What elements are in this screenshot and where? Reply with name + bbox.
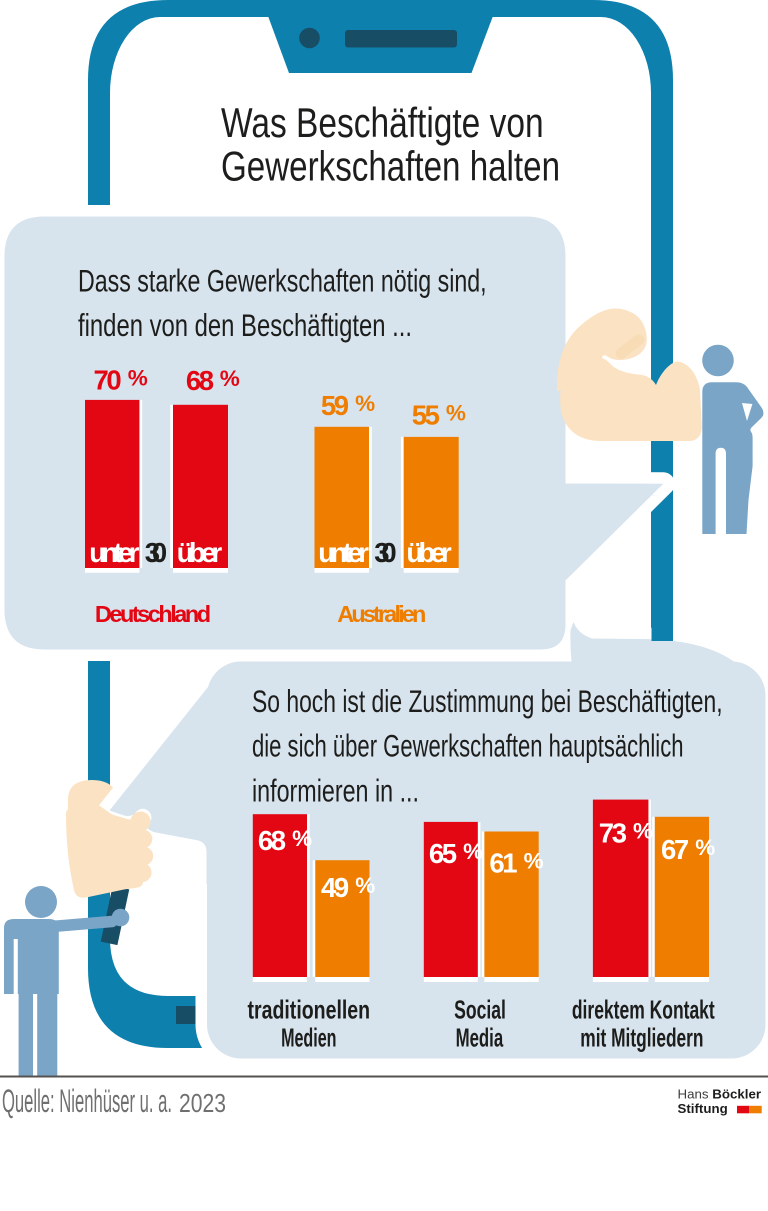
svg-text:Gewerkschaften halten: Gewerkschaften halten — [221, 143, 560, 189]
svg-text:30: 30 — [145, 537, 168, 568]
svg-text:traditionellen: traditionellen — [248, 995, 371, 1025]
svg-text:55: 55 — [412, 399, 440, 430]
svg-text:Dass starke Gewerkschaften nöt: Dass starke Gewerkschaften nötig sind, — [78, 263, 487, 299]
svg-text:%: % — [128, 365, 148, 390]
svg-text:unter: unter — [89, 537, 139, 568]
svg-text:%: % — [633, 819, 653, 844]
svg-text:Deutschland: Deutschland — [95, 601, 211, 627]
svg-text:finden von den Beschäftigten .: finden von den Beschäftigten ... — [78, 307, 412, 343]
svg-text:über: über — [406, 537, 452, 568]
svg-text:68: 68 — [258, 825, 286, 856]
svg-text:Media: Media — [456, 1023, 504, 1053]
svg-text:68: 68 — [186, 365, 214, 396]
svg-text:49: 49 — [321, 872, 349, 903]
svg-text:Quelle: Nienhüser u. a.: Quelle: Nienhüser u. a. — [2, 1083, 172, 1119]
svg-text:73: 73 — [599, 818, 627, 849]
svg-text:%: % — [695, 835, 715, 860]
svg-text:65: 65 — [429, 838, 457, 869]
svg-text:mit Mitgliedern: mit Mitgliedern — [580, 1023, 703, 1053]
svg-text:%: % — [463, 839, 483, 864]
svg-text:%: % — [355, 391, 375, 416]
svg-text:67: 67 — [661, 834, 689, 865]
svg-text:59: 59 — [321, 390, 349, 421]
svg-text:Hans Böckler: Hans Böckler — [678, 1086, 762, 1101]
svg-text:Medien: Medien — [281, 1023, 336, 1053]
svg-text:direktem Kontakt: direktem Kontakt — [572, 995, 715, 1025]
svg-text:über: über — [177, 537, 223, 568]
svg-text:informieren in ...: informieren in ... — [252, 772, 419, 808]
svg-text:%: % — [355, 873, 375, 898]
svg-text:Social: Social — [454, 995, 506, 1025]
svg-text:Australien: Australien — [337, 601, 426, 627]
svg-text:30: 30 — [374, 537, 396, 568]
svg-text:70: 70 — [94, 364, 122, 395]
svg-text:Was Beschäftigte von: Was Beschäftigte von — [221, 100, 544, 146]
svg-text:%: % — [524, 849, 544, 874]
svg-text:die sich über Gewerkschaften h: die sich über Gewerkschaften hauptsächli… — [252, 728, 684, 764]
svg-text:2023: 2023 — [179, 1088, 226, 1118]
svg-text:61: 61 — [489, 848, 517, 879]
svg-text:%: % — [292, 826, 312, 851]
svg-text:Stiftung: Stiftung — [678, 1101, 728, 1116]
svg-text:%: % — [220, 366, 240, 391]
svg-text:So hoch ist die Zustimmung bei: So hoch ist die Zustimmung bei Beschäfti… — [252, 683, 723, 719]
svg-text:unter: unter — [318, 537, 369, 568]
svg-text:%: % — [446, 400, 466, 425]
